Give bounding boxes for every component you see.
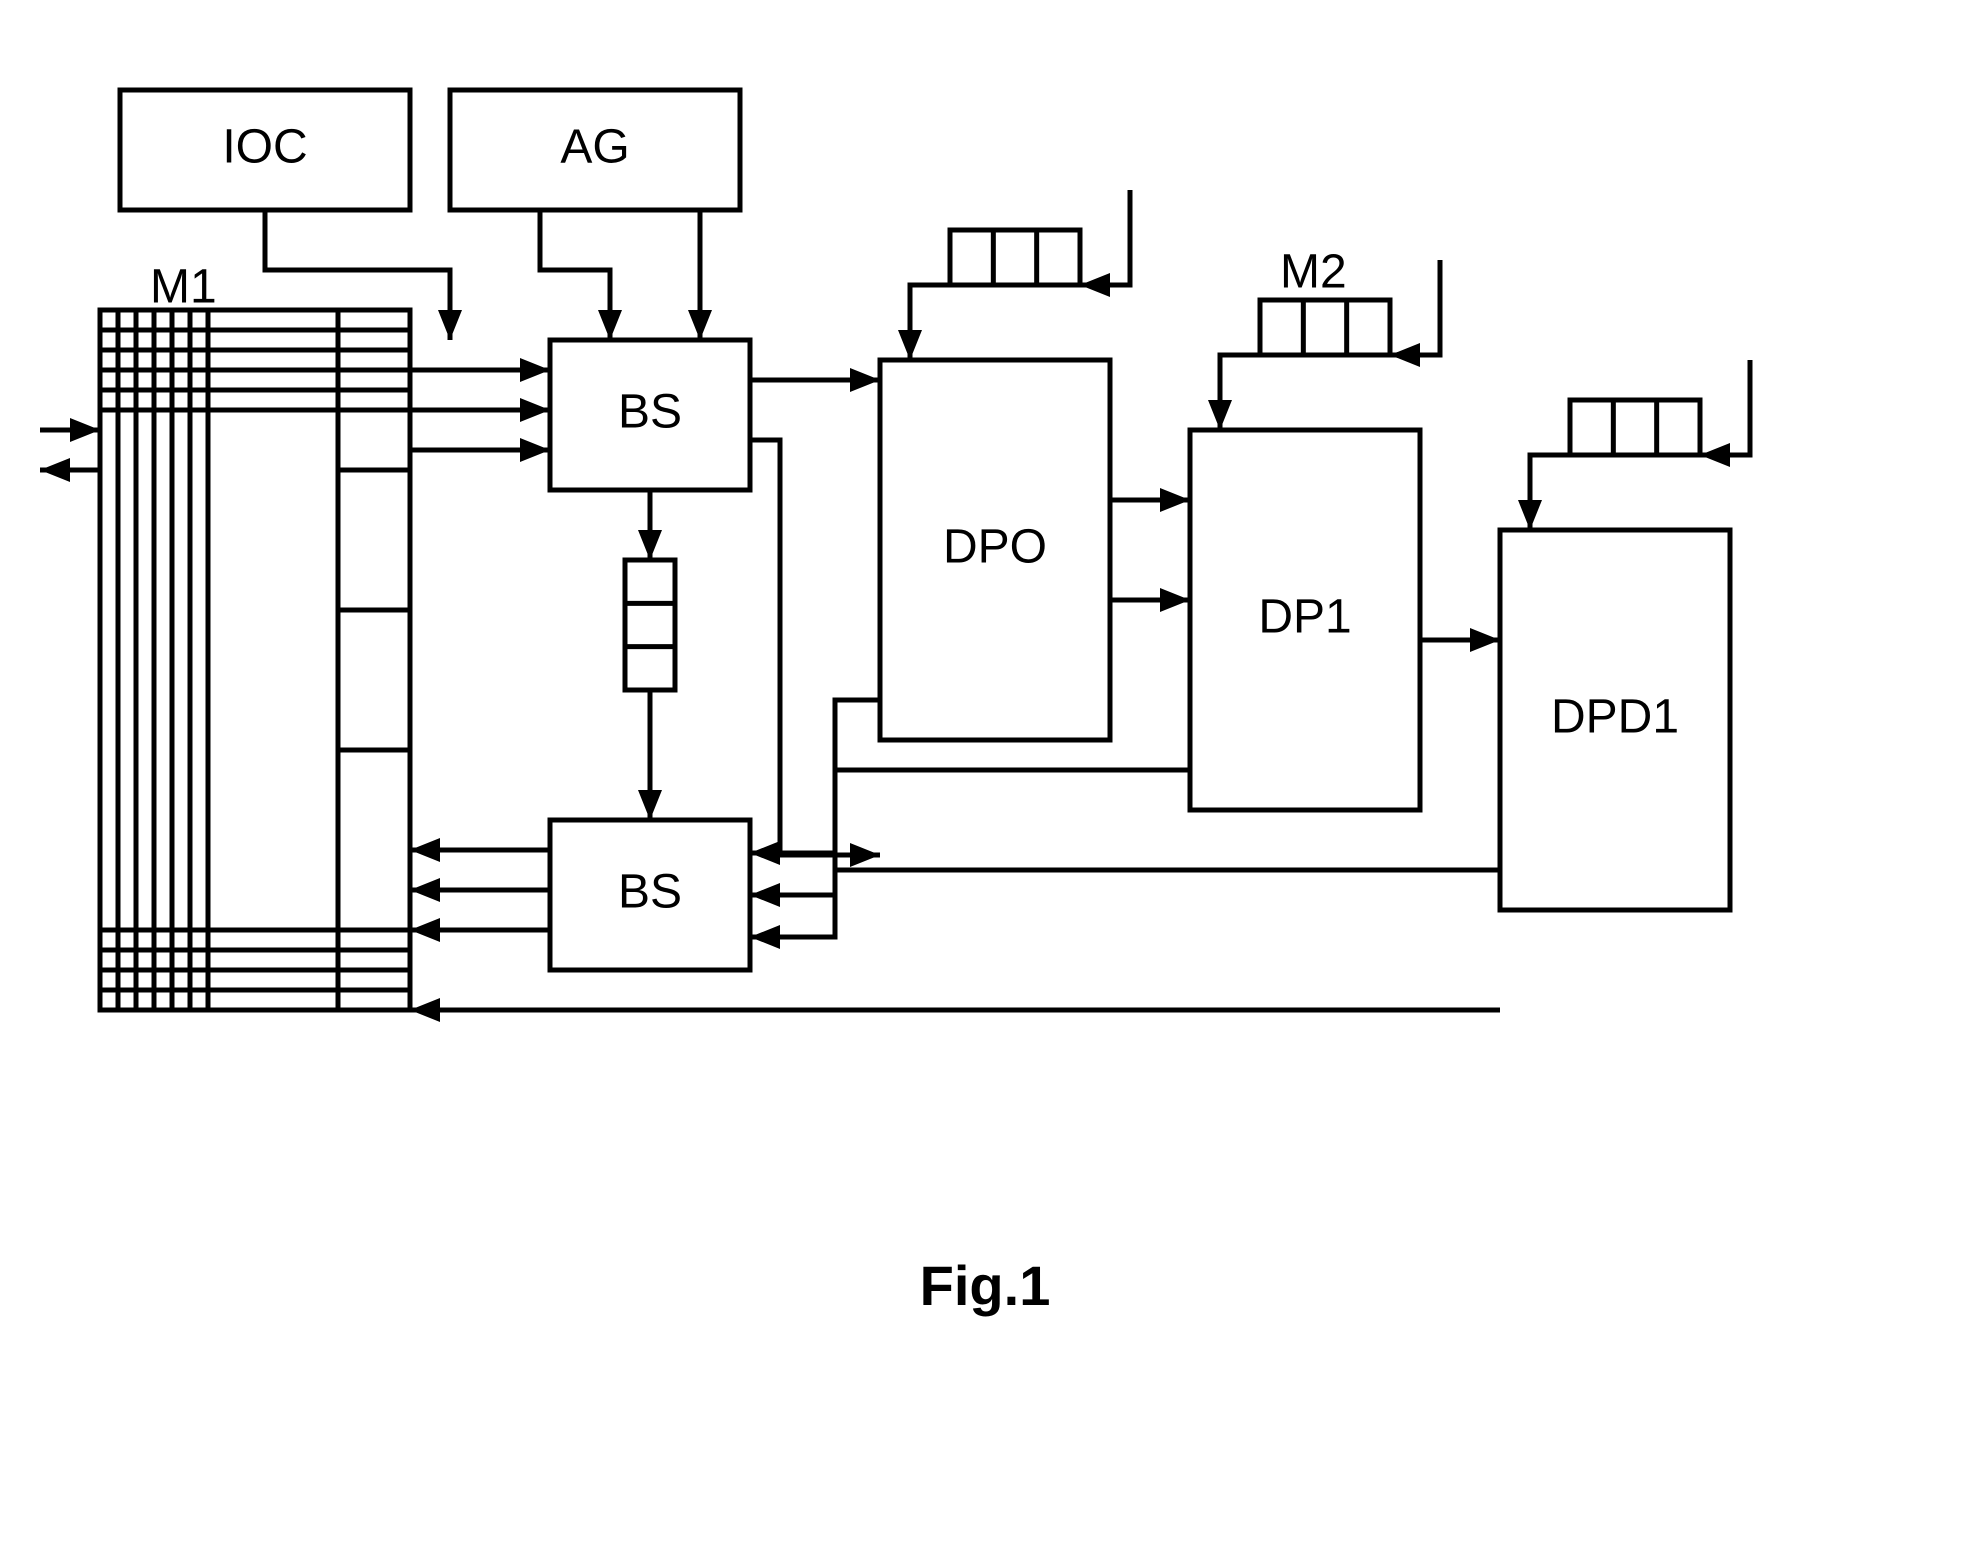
block-label-DP1: DP1: [1258, 591, 1351, 644]
fifo-DP1: [1260, 300, 1390, 355]
block-label-BS2: BS: [618, 866, 682, 919]
fifo-DPO: [950, 230, 1080, 285]
fifo-DPD1: [1570, 400, 1700, 455]
label-M2: M2: [1280, 246, 1347, 299]
block-label-IOC: IOC: [222, 121, 307, 174]
figure-caption: Fig.1: [920, 1254, 1051, 1317]
block-label-AG: AG: [560, 121, 629, 174]
block-label-DPO: DPO: [943, 521, 1047, 574]
block-label-DPD1: DPD1: [1551, 691, 1679, 744]
block-label-BS1: BS: [618, 386, 682, 439]
block-diagram: IOC AG BS BS DPO DP1 DPD1 M1 M2 Fig.1: [0, 0, 1971, 1543]
label-M1: M1: [150, 261, 217, 314]
fifo-vertical: [625, 560, 675, 690]
memory-M1: [100, 310, 410, 1010]
